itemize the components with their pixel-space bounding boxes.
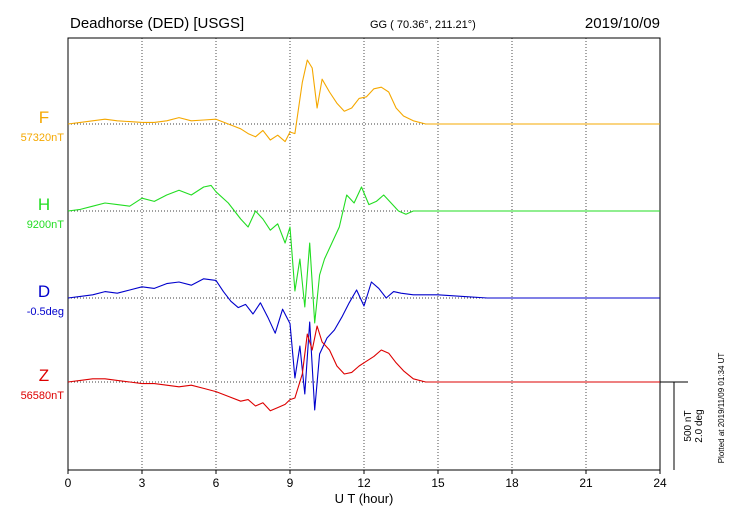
- scale-deg: 2.0 deg: [694, 409, 705, 442]
- scale-nt: 500 nT: [683, 410, 694, 441]
- series-line-z: [67, 325, 660, 412]
- x-axis-label: U T (hour): [335, 491, 394, 506]
- x-tick-label-24: 24: [653, 476, 667, 490]
- x-tick-label-12: 12: [357, 476, 371, 490]
- grid: [141, 38, 587, 470]
- series-baselines: [68, 123, 660, 383]
- series-lines: [67, 59, 660, 412]
- series-name-h: H: [38, 195, 50, 214]
- series-line-h: [67, 184, 660, 324]
- x-ticks: 0 3 6 9 12 15 18 21 24: [65, 470, 667, 490]
- series-line-f: [67, 59, 660, 143]
- station-coords: GG ( 70.36°, 211.21°): [370, 19, 476, 31]
- station-title: Deadhorse (DED) [USGS]: [70, 15, 244, 32]
- series-line-d: [67, 278, 660, 411]
- x-tick-label-18: 18: [505, 476, 519, 490]
- series-name-z: Z: [39, 366, 49, 385]
- x-tick-label-3: 3: [139, 476, 146, 490]
- chart-date: 2019/10/09: [585, 15, 660, 32]
- series-name-d: D: [38, 282, 50, 301]
- x-tick-label-6: 6: [213, 476, 220, 490]
- series-name-f: F: [39, 108, 49, 127]
- series-baseline-label-f: 57320nT: [21, 132, 65, 144]
- plotted-at: Plotted at 2019/11/09 01:34 UT: [717, 353, 726, 464]
- x-tick-label-0: 0: [65, 476, 72, 490]
- x-tick-label-9: 9: [287, 476, 294, 490]
- series-labels: F 57320nT H 9200nT D -0.5deg Z 56580nT: [21, 108, 65, 402]
- series-baseline-label-z: 56580nT: [21, 390, 65, 402]
- series-baseline-label-h: 9200nT: [27, 219, 65, 231]
- scale-bar: 500 nT 2.0 deg: [660, 381, 705, 470]
- x-tick-label-15: 15: [431, 476, 445, 490]
- series-baseline-label-d: -0.5deg: [27, 306, 64, 318]
- x-tick-label-21: 21: [579, 476, 593, 490]
